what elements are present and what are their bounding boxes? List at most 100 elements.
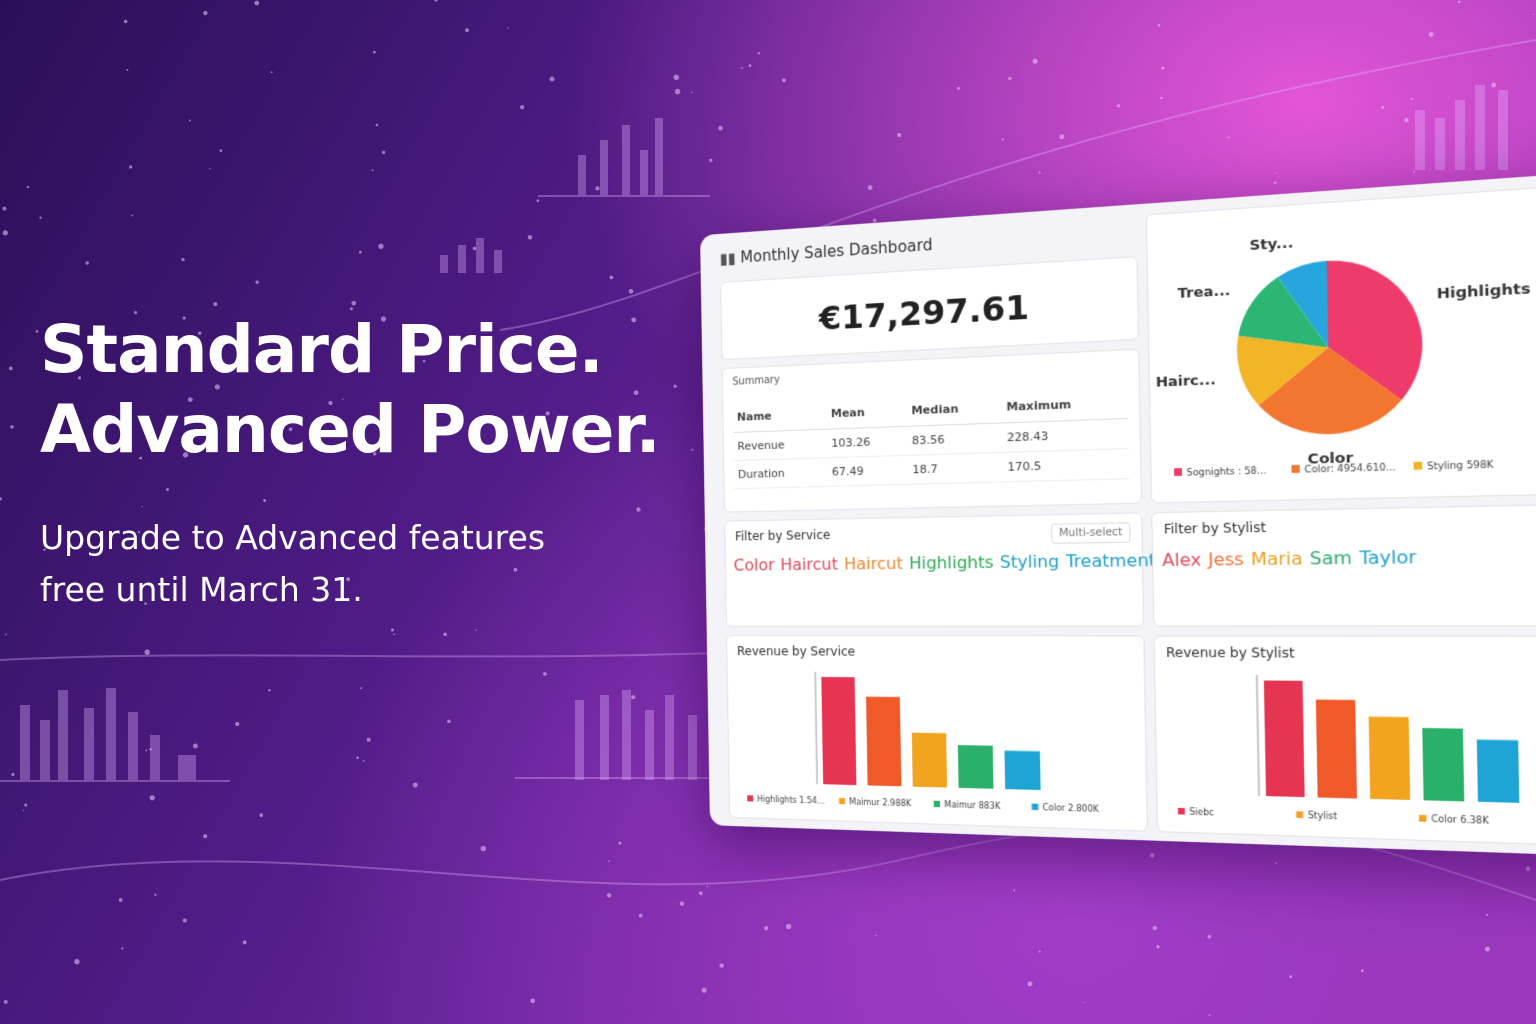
sparkle: [182, 452, 189, 458]
sparkle: [149, 795, 155, 801]
filter-chip[interactable]: Taylor: [1359, 546, 1417, 569]
sparkle: [22, 809, 25, 812]
sparkle: [447, 719, 451, 724]
sparkle: [393, 633, 396, 636]
legend-swatch: [1418, 814, 1427, 822]
sparkle: [691, 91, 693, 94]
filter-chip[interactable]: Styling: [999, 551, 1060, 573]
sparkle: [3, 999, 8, 1004]
filter-chip[interactable]: Alex: [1161, 549, 1202, 571]
legend-label: Stylist: [1308, 810, 1337, 821]
kpi-panel: €17,297.61: [720, 255, 1140, 361]
sparkle: [263, 499, 267, 503]
sparkle: [187, 397, 193, 403]
service-filter-panel: Filter by Service Multi-select Color Hair…: [724, 512, 1156, 627]
sparkle: [35, 330, 39, 333]
sparkle: [631, 695, 636, 700]
chip-row: Alex Jess Maria Sam Taylor: [1162, 546, 1417, 570]
sparkle: [372, 50, 376, 54]
sparkle: [26, 185, 30, 189]
panel-title: Summary: [732, 374, 780, 388]
sparkle: [74, 958, 80, 965]
sparkle: [608, 860, 610, 862]
filter-chip[interactable]: Haircut: [843, 553, 904, 574]
filter-chip[interactable]: Jess: [1207, 548, 1245, 570]
sparkle: [527, 235, 533, 240]
sparkle: [475, 629, 477, 632]
sparkle: [679, 901, 685, 906]
sparkle: [227, 367, 230, 371]
sparkle: [618, 841, 622, 845]
filter-chip[interactable]: Color: [733, 555, 775, 575]
sparkle: [606, 893, 612, 898]
sparkle: [192, 743, 198, 749]
sparkle: [1161, 66, 1165, 70]
sparkle: [128, 165, 133, 169]
subtext-line: Upgrade to Advanced features: [40, 518, 546, 557]
table-cell: 228.43: [1002, 418, 1129, 453]
sparkle: [1289, 975, 1293, 979]
sparkle: [351, 300, 357, 306]
title-text: Monthly Sales Dashboard: [740, 235, 933, 267]
sparkle: [443, 632, 447, 637]
sparkle: [136, 360, 139, 362]
sparkle: [422, 359, 426, 363]
sparkle: [472, 246, 477, 251]
sparkle: [1485, 913, 1489, 917]
sparkle: [897, 132, 902, 138]
sparkle: [507, 27, 509, 29]
sparkle: [638, 913, 643, 918]
legend-swatch: [933, 800, 941, 808]
sparkle: [144, 649, 150, 655]
legend-label: Styling 598K: [1427, 458, 1494, 471]
sparkle: [134, 311, 138, 315]
sparkle: [748, 64, 752, 68]
sparkle: [182, 316, 186, 320]
filter-chip[interactable]: Highlights: [908, 552, 994, 573]
sparkle: [366, 737, 371, 742]
sparkle: [1410, 97, 1413, 101]
dashboard-title: ▮▮ Monthly Sales Dashboard: [719, 235, 933, 268]
sparkle: [1275, 172, 1277, 174]
filter-chip[interactable]: Sam: [1309, 547, 1353, 569]
filter-chip[interactable]: Maria: [1250, 547, 1303, 570]
sparkle: [373, 452, 377, 456]
bar: [957, 745, 994, 789]
stylist-filter-panel: Filter by Stylist Alex Jess Maria Sam Taylor: [1151, 501, 1536, 627]
table-cell: 18.7: [907, 452, 1004, 485]
sparkle: [270, 71, 273, 74]
sparkle: [434, 0, 438, 2]
bar-chart: Highlights 1.54... Maimur 2.988K Maimur 88…: [747, 636, 1100, 814]
pie-chart: Highlights Color Hairc... Trea... Sty... Sogn…: [1156, 235, 1531, 478]
sparkle: [781, 78, 786, 83]
legend-swatch: [1291, 464, 1300, 473]
sparkle: [1156, 945, 1160, 949]
sparkle: [131, 214, 134, 217]
sparkle: [349, 307, 353, 311]
legend-swatch: [1031, 803, 1039, 811]
sparkle: [358, 250, 362, 254]
sparkle: [706, 885, 709, 888]
sparkle: [1083, 1001, 1085, 1004]
sparkle: [149, 748, 152, 751]
panel-title: Filter by Stylist: [1163, 519, 1266, 537]
sparkle: [1160, 96, 1163, 100]
sparkle: [356, 756, 359, 759]
bar: [866, 696, 902, 787]
sparkle: [628, 288, 634, 294]
legend-label: Maimur 2.988K: [849, 797, 912, 808]
sparkle: [328, 400, 333, 406]
multi-select[interactable]: Multi-select: [1051, 522, 1131, 544]
sparkle: [381, 150, 386, 155]
sparkle: [346, 577, 351, 582]
sparkle: [633, 390, 639, 396]
filter-chip[interactable]: Treatment: [1065, 549, 1156, 572]
filter-chip[interactable]: Haircut: [780, 554, 839, 575]
sparkle: [1032, 58, 1038, 64]
sparkle: [145, 749, 148, 752]
bar: [1476, 739, 1520, 803]
sparkle: [956, 86, 960, 90]
legend-swatch: [1413, 461, 1423, 470]
